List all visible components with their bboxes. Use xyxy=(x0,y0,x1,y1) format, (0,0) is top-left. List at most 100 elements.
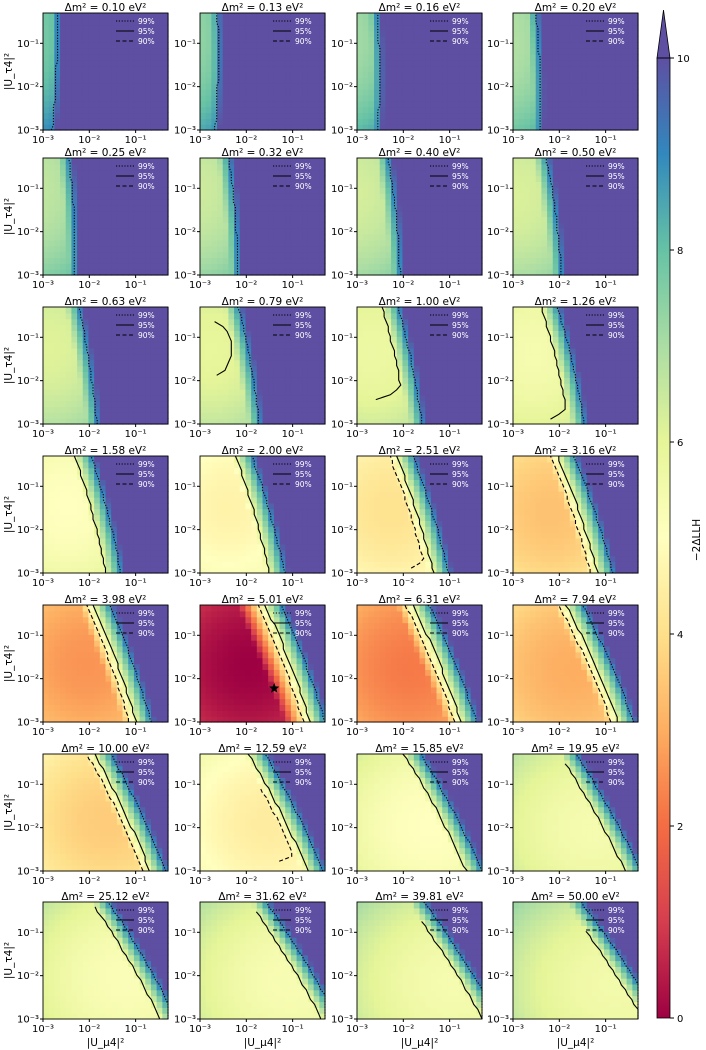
heat-cell xyxy=(476,175,483,182)
heat-cell xyxy=(285,324,292,331)
heat-cell xyxy=(48,330,55,337)
heat-cell xyxy=(408,412,415,419)
heat-cell xyxy=(396,100,404,108)
heat-cell xyxy=(476,77,483,84)
heat-cell xyxy=(436,118,443,125)
heat-cell xyxy=(626,198,633,206)
heat-cell xyxy=(279,36,286,43)
heat-cell xyxy=(408,175,415,182)
heat-cell xyxy=(290,330,298,337)
heat-cell xyxy=(256,59,264,67)
heat-cell xyxy=(239,388,247,396)
heat-cell xyxy=(279,269,286,276)
heat-cell xyxy=(459,269,466,276)
heat-cell xyxy=(222,330,230,337)
heat-cell xyxy=(436,71,443,78)
heat-cell xyxy=(442,234,449,241)
heat-cell xyxy=(60,234,67,241)
heat-cell xyxy=(262,94,269,102)
heat-cell xyxy=(217,365,224,372)
heat-cell xyxy=(609,263,616,270)
heat-cell xyxy=(239,342,247,349)
heat-cell xyxy=(200,251,207,259)
heat-cell xyxy=(145,24,152,32)
heat-cell xyxy=(217,158,224,165)
heat-cell xyxy=(569,18,577,26)
heat-cell xyxy=(530,163,537,171)
heat-cell xyxy=(307,48,315,55)
heat-cell xyxy=(447,100,455,108)
heat-cell xyxy=(77,406,84,413)
heat-cell xyxy=(413,406,421,413)
heat-cell xyxy=(234,330,241,337)
heat-cell xyxy=(632,77,639,84)
heat-cell xyxy=(362,347,369,355)
heat-cell xyxy=(99,169,107,177)
y-tick-label: 10⁻² xyxy=(331,82,353,93)
heat-cell xyxy=(105,42,112,49)
heat-cell xyxy=(453,198,460,206)
heat-cell xyxy=(513,124,520,131)
heat-cell xyxy=(464,158,472,165)
heat-cell xyxy=(302,406,309,413)
heat-cell xyxy=(408,94,415,102)
panel-frame xyxy=(512,12,639,131)
heat-cell xyxy=(99,59,107,67)
heat-cell xyxy=(425,175,432,182)
heat-cell xyxy=(476,158,483,165)
heat-cell xyxy=(273,394,281,402)
heat-cell xyxy=(133,198,141,206)
heat-cell xyxy=(145,30,152,37)
heat-cell xyxy=(575,77,582,84)
heat-cell xyxy=(77,257,84,264)
panel-title: Δm² = 0.16 eV² xyxy=(379,2,461,14)
heat-cell xyxy=(82,336,90,343)
heat-cell xyxy=(425,336,432,343)
heat-cell xyxy=(234,336,241,343)
heat-cell xyxy=(290,65,298,73)
heat-cell xyxy=(217,83,224,90)
heat-cell xyxy=(205,312,212,320)
heat-cell xyxy=(60,263,67,270)
heat-cell xyxy=(162,222,169,229)
heat-cell xyxy=(535,175,543,182)
heat-cell xyxy=(77,342,84,349)
heat-cell xyxy=(150,365,158,372)
panel-title: Δm² = 0.25 eV² xyxy=(65,147,147,159)
heat-cell xyxy=(530,234,537,241)
heat-cell xyxy=(313,257,320,264)
heat-cell xyxy=(564,83,571,90)
heat-cell xyxy=(552,198,560,206)
heat-cell xyxy=(453,24,460,32)
heat-cell xyxy=(413,112,421,119)
heat-cell xyxy=(535,18,543,26)
heat-cell xyxy=(285,187,292,194)
heat-cell xyxy=(459,24,466,32)
heat-cell xyxy=(524,204,531,212)
heat-cell xyxy=(285,100,292,108)
heat-cell xyxy=(48,100,55,108)
heat-cell xyxy=(122,251,129,259)
heat-cell xyxy=(357,222,364,229)
heat-cell xyxy=(94,18,101,26)
heat-cell xyxy=(552,30,560,37)
heat-cell xyxy=(105,158,112,165)
heat-cell xyxy=(368,365,375,372)
heat-cell xyxy=(558,13,565,20)
heat-cell xyxy=(60,94,67,102)
heat-cell xyxy=(162,112,169,119)
heat-cell xyxy=(139,245,146,253)
heat-cell xyxy=(564,245,571,253)
heat-cell xyxy=(200,204,207,212)
heat-cell xyxy=(357,216,364,223)
heat-cell xyxy=(464,65,472,73)
heat-cell xyxy=(296,89,303,96)
heat-cell xyxy=(139,24,146,32)
heat-cell xyxy=(530,175,537,182)
heat-cell xyxy=(77,106,84,114)
heat-cell xyxy=(251,24,258,32)
heat-cell xyxy=(217,71,224,78)
heat-cell xyxy=(464,112,472,119)
heat-cell xyxy=(626,65,633,73)
heat-cell xyxy=(535,269,543,276)
